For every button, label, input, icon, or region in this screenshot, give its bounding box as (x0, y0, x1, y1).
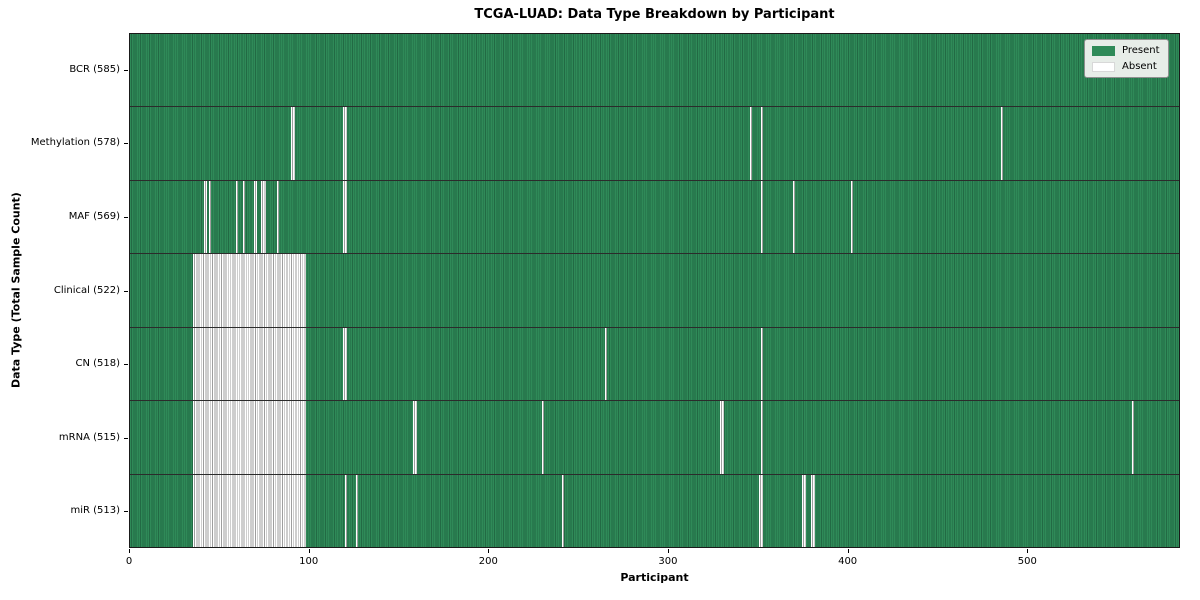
absent-stripe (562, 474, 564, 547)
heatmap-row (130, 327, 1179, 402)
y-tick-mark (124, 216, 128, 218)
absent-stripe (793, 180, 796, 254)
heatmap-row (130, 254, 1179, 328)
absent-stripe (242, 180, 245, 254)
absent-stripe (192, 474, 306, 547)
y-tick-label: BCR (585) (69, 63, 120, 75)
x-tick-label: 0 (125, 556, 133, 567)
y-tick-mark (124, 69, 128, 71)
legend: Present Absent (1084, 39, 1169, 78)
absent-stripe (343, 180, 347, 254)
y-tick-label: MAF (569) (68, 210, 120, 222)
chart-title: TCGA-LUAD: Data Type Breakdown by Partic… (474, 7, 835, 22)
legend-swatch-icon (1092, 61, 1115, 72)
legend-item: Absent (1092, 61, 1160, 72)
y-tick-mark (124, 364, 128, 366)
absent-stripe (761, 401, 763, 474)
legend-label: Absent (1122, 61, 1157, 72)
absent-stripe (260, 180, 267, 254)
absent-stripe (235, 180, 238, 254)
absent-stripe (802, 474, 806, 547)
absent-stripe (719, 401, 724, 474)
absent-stripe (192, 327, 306, 401)
heatmap-row (130, 180, 1179, 255)
absent-stripe (277, 180, 279, 254)
x-tick-label: 400 (838, 556, 858, 567)
legend-label: Present (1122, 45, 1160, 56)
x-tick-mark (129, 549, 130, 553)
y-tick-mark (124, 511, 128, 513)
absent-stripe (203, 180, 208, 254)
x-tick-label: 100 (299, 556, 319, 567)
absent-stripe (192, 401, 306, 474)
legend-swatch-icon (1092, 45, 1115, 56)
heatmap-plot-area (129, 33, 1180, 548)
heatmap-row (130, 474, 1179, 547)
absent-stripe (343, 327, 347, 401)
absent-stripe (291, 107, 295, 180)
x-tick-label: 500 (1017, 556, 1037, 567)
y-tick-label: mRNA (515) (58, 431, 120, 443)
y-tick-mark (124, 290, 128, 292)
heatmap-row (130, 34, 1179, 108)
y-tick-label: miR (513) (70, 505, 120, 517)
x-tick-mark (667, 549, 669, 553)
absent-stripe (1001, 107, 1004, 180)
present-cells (130, 34, 1179, 107)
absent-stripe (208, 180, 211, 254)
absent-stripe (413, 401, 417, 474)
y-tick-mark (124, 437, 128, 439)
absent-stripe (355, 474, 358, 547)
absent-stripe (750, 107, 753, 180)
present-cells (130, 180, 1179, 254)
absent-stripe (1132, 401, 1135, 474)
absent-stripe (343, 107, 347, 180)
absent-stripe (761, 180, 763, 254)
x-tick-label: 300 (658, 556, 678, 567)
absent-stripe (345, 474, 347, 547)
absent-stripe (605, 327, 607, 401)
absent-stripe (850, 180, 853, 254)
y-tick-label: Methylation (578) (30, 137, 120, 149)
absent-stripe (761, 327, 763, 401)
absent-stripe (759, 474, 763, 547)
absent-stripe (253, 180, 258, 254)
absent-stripe (192, 254, 306, 327)
present-cells (130, 107, 1179, 180)
x-axis-label: Participant (620, 571, 689, 584)
y-tick-label: CN (518) (75, 358, 120, 370)
absent-stripe (542, 401, 545, 474)
x-tick-mark (308, 549, 310, 553)
heatmap-row (130, 107, 1179, 181)
x-tick-mark (488, 549, 490, 553)
y-tick-label: Clinical (522) (53, 284, 120, 296)
y-tick-mark (124, 143, 128, 145)
heatmap-row (130, 401, 1179, 475)
x-tick-label: 200 (478, 556, 498, 567)
absent-stripe (811, 474, 815, 547)
legend-item: Present (1092, 45, 1160, 56)
x-tick-mark (847, 549, 849, 553)
absent-stripe (761, 107, 763, 180)
x-tick-mark (1027, 549, 1029, 553)
